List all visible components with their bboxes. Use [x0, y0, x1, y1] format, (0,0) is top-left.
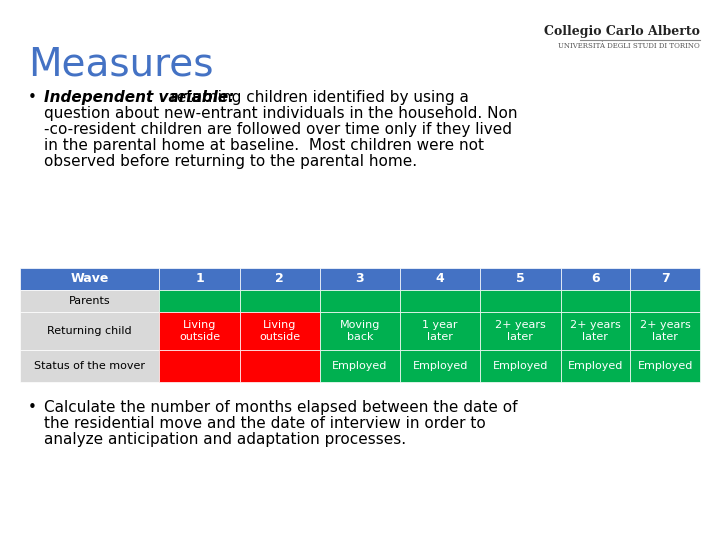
FancyBboxPatch shape	[400, 290, 480, 312]
FancyBboxPatch shape	[480, 290, 560, 312]
FancyBboxPatch shape	[320, 350, 400, 382]
Text: 7: 7	[661, 273, 670, 286]
FancyBboxPatch shape	[20, 268, 160, 290]
FancyBboxPatch shape	[160, 290, 240, 312]
Text: Calculate the number of months elapsed between the date of: Calculate the number of months elapsed b…	[44, 400, 518, 415]
FancyBboxPatch shape	[160, 350, 240, 382]
FancyBboxPatch shape	[240, 268, 320, 290]
FancyBboxPatch shape	[240, 350, 320, 382]
Text: Independent variable:: Independent variable:	[44, 90, 235, 105]
FancyBboxPatch shape	[400, 312, 480, 350]
Text: Measures: Measures	[28, 45, 214, 83]
FancyBboxPatch shape	[630, 350, 700, 382]
Text: UNIVERSITÀ DEGLI STUDI DI TORINO: UNIVERSITÀ DEGLI STUDI DI TORINO	[558, 42, 700, 50]
Text: analyze anticipation and adaptation processes.: analyze anticipation and adaptation proc…	[44, 432, 406, 447]
Text: question about new-entrant individuals in the household. Non: question about new-entrant individuals i…	[44, 106, 518, 121]
Text: 1 year
later: 1 year later	[423, 320, 458, 342]
Text: 5: 5	[516, 273, 525, 286]
Text: Employed: Employed	[637, 361, 693, 371]
Text: Living
outside: Living outside	[259, 320, 300, 342]
Text: observed before returning to the parental home.: observed before returning to the parenta…	[44, 154, 417, 169]
FancyBboxPatch shape	[320, 290, 400, 312]
FancyBboxPatch shape	[480, 268, 560, 290]
FancyBboxPatch shape	[480, 312, 560, 350]
FancyBboxPatch shape	[320, 268, 400, 290]
FancyBboxPatch shape	[20, 312, 160, 350]
FancyBboxPatch shape	[400, 268, 480, 290]
Text: Living
outside: Living outside	[179, 320, 220, 342]
Text: Employed: Employed	[333, 361, 387, 371]
Text: 4: 4	[436, 273, 444, 286]
Text: in the parental home at baseline.  Most children were not: in the parental home at baseline. Most c…	[44, 138, 484, 153]
Text: Employed: Employed	[413, 361, 468, 371]
FancyBboxPatch shape	[630, 268, 700, 290]
Text: 6: 6	[591, 273, 600, 286]
Text: Status of the mover: Status of the mover	[35, 361, 145, 371]
FancyBboxPatch shape	[560, 350, 630, 382]
Text: 2: 2	[276, 273, 284, 286]
Text: returning children identified by using a: returning children identified by using a	[166, 90, 469, 105]
Text: 1: 1	[195, 273, 204, 286]
FancyBboxPatch shape	[560, 312, 630, 350]
Text: 2+ years
later: 2+ years later	[640, 320, 690, 342]
FancyBboxPatch shape	[630, 312, 700, 350]
FancyBboxPatch shape	[160, 268, 240, 290]
Text: Parents: Parents	[69, 296, 111, 306]
Text: Wave: Wave	[71, 273, 109, 286]
Text: •: •	[28, 400, 37, 415]
Text: •: •	[28, 90, 37, 105]
Text: 2+ years
later: 2+ years later	[495, 320, 546, 342]
Text: Employed: Employed	[567, 361, 623, 371]
FancyBboxPatch shape	[560, 290, 630, 312]
Text: the residential move and the date of interview in order to: the residential move and the date of int…	[44, 416, 486, 431]
FancyBboxPatch shape	[560, 268, 630, 290]
FancyBboxPatch shape	[480, 350, 560, 382]
Text: Returning child: Returning child	[48, 326, 132, 336]
FancyBboxPatch shape	[630, 290, 700, 312]
FancyBboxPatch shape	[20, 350, 160, 382]
Text: -co-resident children are followed over time only if they lived: -co-resident children are followed over …	[44, 122, 512, 137]
FancyBboxPatch shape	[240, 290, 320, 312]
FancyBboxPatch shape	[160, 312, 240, 350]
Text: 2+ years
later: 2+ years later	[570, 320, 621, 342]
Text: Employed: Employed	[492, 361, 548, 371]
Text: 3: 3	[356, 273, 364, 286]
Text: Collegio Carlo Alberto: Collegio Carlo Alberto	[544, 25, 700, 38]
Text: Moving
back: Moving back	[340, 320, 380, 342]
FancyBboxPatch shape	[320, 312, 400, 350]
FancyBboxPatch shape	[400, 350, 480, 382]
FancyBboxPatch shape	[20, 290, 160, 312]
FancyBboxPatch shape	[240, 312, 320, 350]
